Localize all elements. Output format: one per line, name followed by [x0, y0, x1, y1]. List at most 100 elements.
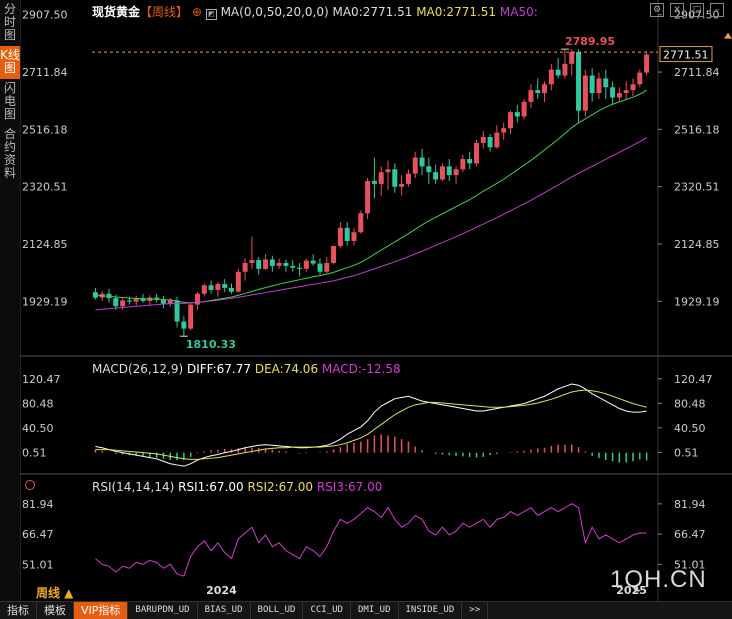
candle-body	[154, 297, 160, 300]
price-tick-left: 1929.19	[22, 295, 68, 308]
candle-body	[508, 112, 513, 129]
candle-body	[113, 298, 119, 307]
candle-body	[405, 173, 411, 184]
candle-body	[215, 284, 221, 290]
macd-tick-left: 40.50	[22, 422, 54, 435]
candle-body	[351, 232, 357, 242]
rsi-marker-icon[interactable]	[25, 480, 35, 490]
price-tick-left: 2516.18	[22, 123, 68, 136]
indicator-tab-0[interactable]: 指标	[0, 602, 37, 619]
price-tick-right: 1929.19	[674, 295, 720, 308]
candle-body	[126, 300, 132, 302]
maximize-icon[interactable]: □	[690, 3, 704, 17]
sidebar-tab-3[interactable]: 合约资料	[3, 127, 16, 180]
rsi-tick-right: 66.47	[674, 528, 706, 541]
candle-body	[317, 263, 323, 272]
indicator-tab-2[interactable]: VIP指标	[74, 602, 129, 619]
indicator-tab-4[interactable]: BIAS_UD	[198, 602, 251, 619]
candle-body	[344, 227, 350, 242]
macd-label: MACD(26,12,9)	[92, 362, 184, 376]
ma20-line	[95, 89, 647, 304]
candle-body	[201, 285, 207, 294]
rsi-tick-right: 81.94	[674, 498, 706, 511]
candle-body	[331, 245, 337, 263]
macd-tick-right: 0.51	[674, 446, 699, 459]
indicator-tab-bar: 指标 模板 VIP指标 BARUPDN_UD BIAS_UD BOLL_UD CCI_UD D…	[0, 601, 732, 619]
settings-icon[interactable]: ⚙	[650, 3, 664, 17]
candle-body	[276, 262, 282, 266]
sidebar-tab-1[interactable]: K线图	[0, 46, 20, 79]
candle-body	[603, 78, 609, 88]
ma0-value-a: MA0:2771.51	[332, 5, 413, 19]
candle-body	[562, 63, 568, 76]
candle-body	[263, 259, 269, 269]
candle-body	[399, 183, 405, 187]
last-price-label: 2771.51	[663, 49, 709, 62]
macd-tick-left: 0.51	[22, 446, 47, 459]
indicator-tab-6[interactable]: CCI_UD	[303, 602, 351, 619]
chart-area[interactable]: 2771.51 2789.95 1810.33 2907.50 2907.50 2711…	[20, 0, 732, 601]
indicator-icon[interactable]: ◩	[205, 9, 217, 20]
candle-body	[208, 285, 214, 290]
low-label: 1810.33	[186, 338, 236, 351]
candle-body	[473, 142, 479, 164]
candle-body	[637, 72, 643, 85]
indicator-tab-5[interactable]: BOLL_UD	[251, 602, 304, 619]
candle-body	[392, 169, 398, 187]
candle-body	[542, 84, 548, 94]
kline-panel: 2771.51 2789.95 1810.33	[92, 32, 732, 351]
close-icon[interactable]: ✕	[670, 3, 684, 17]
rsi-tick-right: 51.01	[674, 558, 706, 571]
window-controls: ⚙ ✕ □ –	[650, 3, 724, 17]
price-tick-right: 2711.84	[674, 66, 720, 79]
candle-body	[528, 90, 534, 102]
candle-body	[297, 267, 303, 269]
candle-body	[358, 213, 364, 233]
candle-body	[514, 112, 520, 117]
rsi-line	[95, 503, 647, 577]
candle-body	[460, 158, 466, 170]
ma50-line	[95, 137, 647, 311]
rsi-panel	[95, 503, 647, 577]
candle-body	[120, 300, 126, 307]
indicator-tab-8[interactable]: INSIDE_UD	[399, 602, 463, 619]
candle-body	[337, 227, 343, 246]
add-icon[interactable]: ⊕	[191, 5, 202, 19]
period-badge[interactable]: 【周线】	[140, 5, 189, 19]
candle-body	[630, 84, 636, 91]
sidebar-tab-2[interactable]: 闪电图	[3, 81, 16, 121]
sidebar-tab-0[interactable]: 分时图	[3, 2, 16, 42]
candle-body	[439, 166, 445, 180]
indicator-tab-9[interactable]: >>	[462, 602, 489, 619]
indicator-tab-1[interactable]: 模板	[37, 602, 74, 619]
indicator-tab-7[interactable]: DMI_UD	[351, 602, 399, 619]
minimize-icon[interactable]: –	[710, 3, 724, 17]
rsi1-value: RSI1:67.00	[178, 480, 244, 494]
diff-line	[95, 383, 647, 467]
indicator-tab-3[interactable]: BARUPDN_UD	[128, 602, 198, 619]
ma0-value-b: MA0:2771.51	[416, 5, 497, 19]
candle-body	[555, 69, 561, 76]
period-selector[interactable]: 周线 ▲	[36, 586, 74, 600]
candle-body	[235, 271, 241, 292]
price-tick-right: 2516.18	[674, 123, 720, 136]
candle-body	[494, 132, 500, 148]
candle-body	[194, 293, 200, 305]
rsi2-value: RSI2:67.00	[247, 480, 314, 494]
rsi3-value: RSI3:67.00	[316, 480, 383, 494]
candle-body	[487, 137, 493, 148]
rsi-tick-left: 66.47	[22, 528, 54, 541]
candle-body	[181, 321, 187, 329]
candle-body	[229, 287, 234, 292]
macd-tick-right: 40.50	[674, 422, 706, 435]
kline-header: 现货黄金【周线】 ⊕ ◩ MA(0,0,50,20,0,0) MA0:2771.…	[92, 3, 538, 20]
macd-tick-right: 120.47	[674, 373, 713, 386]
macd-header: MACD(26,12,9) DIFF:67.77 DEA:74.06 MACD:…	[92, 362, 401, 376]
candle-body	[242, 262, 248, 272]
price-tick-right: 2124.85	[674, 238, 720, 251]
candle-body	[385, 169, 391, 173]
sidebar: 分时图 K线图闪电图合约资料	[0, 0, 21, 601]
candle-body	[269, 259, 275, 266]
macd-dea: DEA:74.06	[254, 362, 319, 376]
candle-body	[610, 87, 616, 98]
